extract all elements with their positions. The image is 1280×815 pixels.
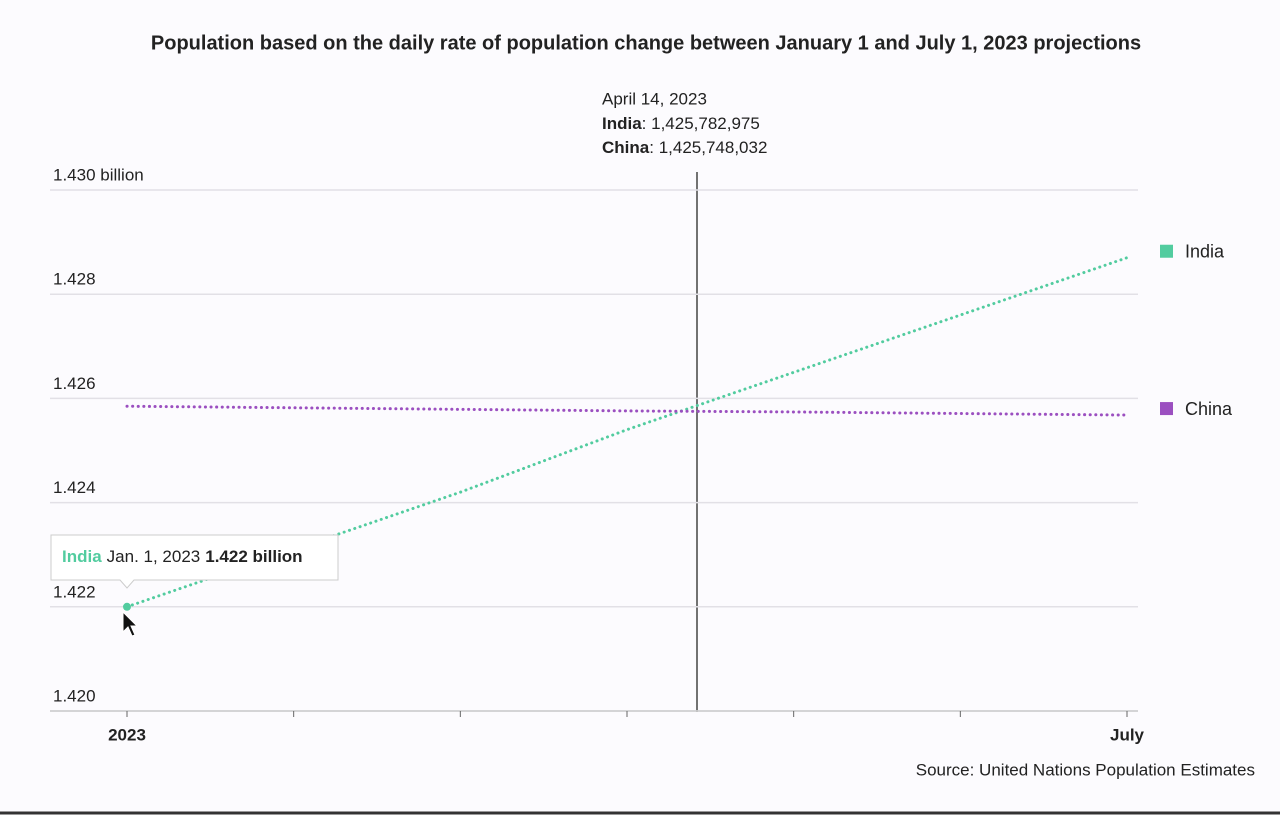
hover-point <box>123 602 131 611</box>
y-tick-label: 1.426 <box>53 374 96 393</box>
legend-label: China <box>1185 399 1233 419</box>
tooltip-text: India Jan. 1, 2023 1.422 billion <box>62 547 303 566</box>
tooltip-value: 1.422 billion <box>205 547 302 566</box>
legend-label: India <box>1185 241 1225 261</box>
tooltip-date: Jan. 1, 2023 <box>107 547 201 566</box>
annotation-name: India <box>602 114 642 133</box>
x-tick-label: 2023 <box>108 725 146 744</box>
cursor <box>122 610 139 637</box>
annotation-date: April 14, 2023 <box>602 89 707 108</box>
tooltip: India Jan. 1, 2023 1.422 billion <box>50 534 339 589</box>
annotation-value: 1,425,782,975 <box>651 114 760 133</box>
y-tick-label: 1.428 <box>53 270 96 289</box>
y-tick-label: 1.424 <box>53 478 96 497</box>
annotation-value: 1,425,748,032 <box>659 138 768 157</box>
annotation-name: China <box>602 138 650 157</box>
legend-swatch <box>1160 402 1173 416</box>
annotation: April 14, 2023 India: 1,425,782,975 Chin… <box>602 89 767 157</box>
source: Source: United Nations Population Estima… <box>916 760 1255 779</box>
legend-swatch <box>1160 244 1173 258</box>
annotation-sep: : <box>642 114 651 133</box>
tooltip-series: India <box>62 547 102 566</box>
chart-title: Population based on the daily rate of po… <box>151 32 1141 54</box>
y-tick-label: 1.430 billion <box>53 165 144 184</box>
annotation-sep: : <box>649 138 658 157</box>
tooltip-box <box>50 534 339 589</box>
series-line <box>125 404 1129 417</box>
annotation-india: India: 1,425,782,975 <box>602 114 760 133</box>
y-tick-label: 1.420 <box>53 686 96 705</box>
y-tick-label: 1.422 <box>53 582 96 601</box>
x-tick-label: July <box>1110 725 1145 744</box>
annotation-china: China: 1,425,748,032 <box>602 138 767 157</box>
